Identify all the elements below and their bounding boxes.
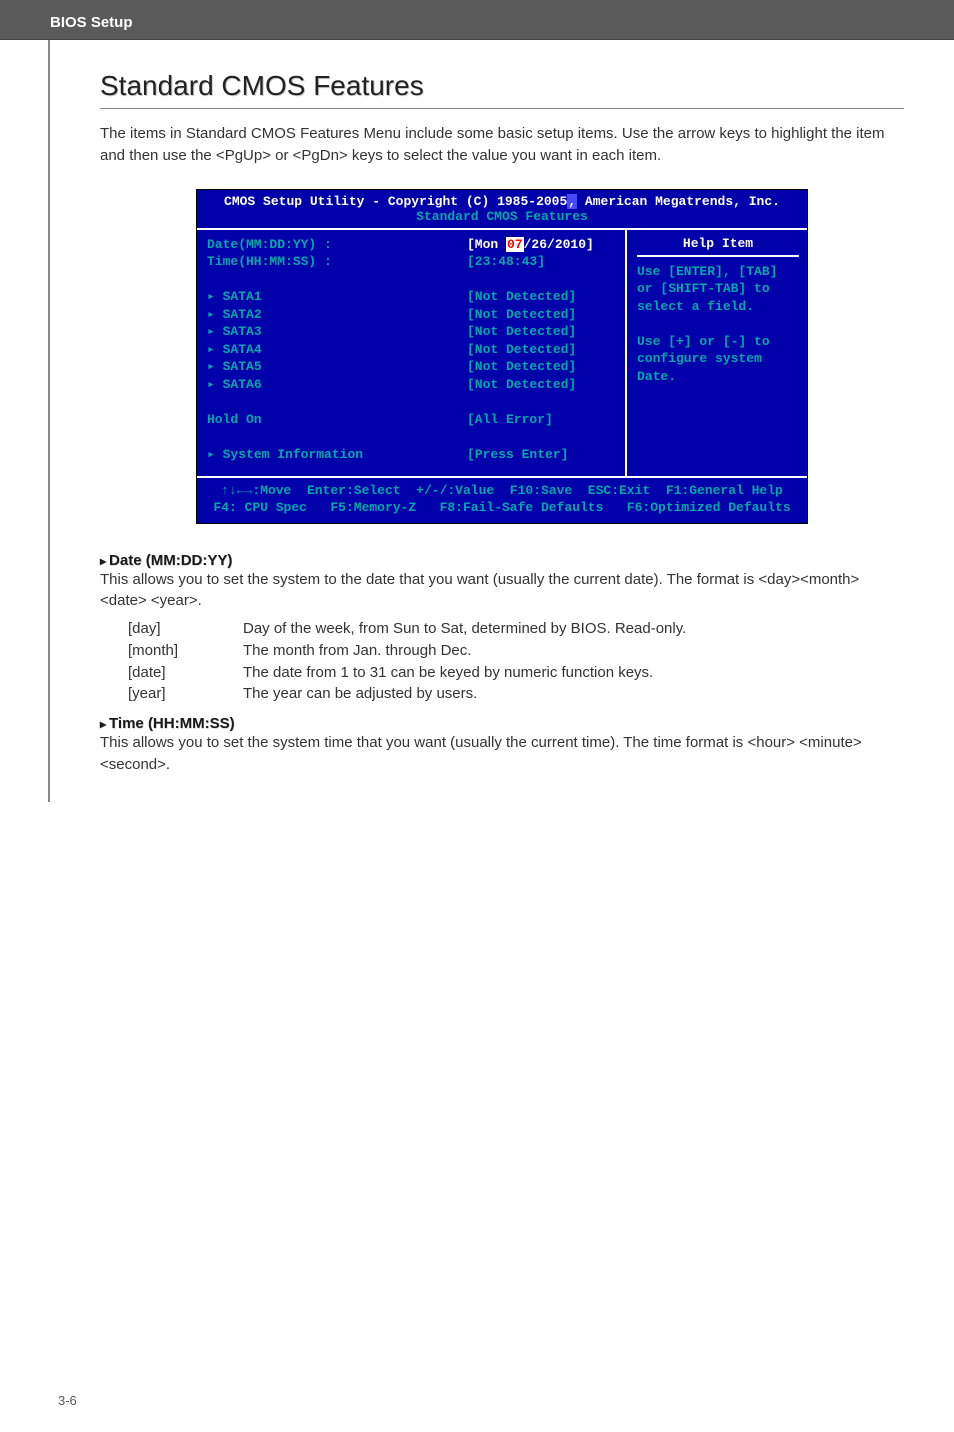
bios-row-label: ▸ SATA5 — [207, 358, 467, 376]
bios-help-line: configure system Date. — [637, 350, 799, 385]
bios-help-line: or [SHIFT-TAB] to — [637, 280, 799, 298]
bios-row-value: [All Error] — [467, 411, 617, 429]
bios-row-value — [467, 271, 617, 289]
field-heading: Date (MM:DD:YY) — [100, 552, 904, 569]
bios-row: ▸ SATA3[Not Detected] — [207, 323, 617, 341]
bios-row — [207, 271, 617, 289]
bios-row-value: [Not Detected] — [467, 358, 617, 376]
bios-row: ▸ SATA6[Not Detected] — [207, 376, 617, 394]
definition-term: [year] — [128, 683, 243, 705]
bios-help-title: Help Item — [637, 236, 799, 257]
bios-row-label: ▸ SATA3 — [207, 323, 467, 341]
bios-row-value: [Not Detected] — [467, 376, 617, 394]
definition-term: [month] — [128, 640, 243, 662]
bios-row — [207, 393, 617, 411]
bios-row-value: [Not Detected] — [467, 323, 617, 341]
bios-row-label: Date(MM:DD:YY) : — [207, 236, 467, 254]
bios-row: Hold On[All Error] — [207, 411, 617, 429]
field-description: This allows you to set the system time t… — [100, 732, 904, 776]
bios-title-post: American Megatrends, Inc. — [577, 194, 780, 209]
fields-container: Date (MM:DD:YY)This allows you to set th… — [100, 552, 904, 776]
bios-row-label: Hold On — [207, 411, 467, 429]
content-area: Standard CMOS Features The items in Stan… — [48, 40, 954, 802]
bios-row-value: [Not Detected] — [467, 306, 617, 324]
bios-row — [207, 429, 617, 447]
bios-screenshot: CMOS Setup Utility - Copyright (C) 1985-… — [196, 189, 808, 524]
bios-row: Time(HH:MM:SS) :[23:48:43] — [207, 253, 617, 271]
definition-value: Day of the week, from Sun to Sat, determ… — [243, 618, 904, 640]
bios-row-label — [207, 271, 467, 289]
bios-row-label: Time(HH:MM:SS) : — [207, 253, 467, 271]
bios-row: ▸ SATA2[Not Detected] — [207, 306, 617, 324]
definition-value: The month from Jan. through Dec. — [243, 640, 904, 662]
bios-row-value: [Press Enter] — [467, 446, 617, 464]
bios-row-label: ▸ System Information — [207, 446, 467, 464]
bios-row-value — [467, 393, 617, 411]
bios-row: ▸ System Information[Press Enter] — [207, 446, 617, 464]
bios-row-value: [Not Detected] — [467, 341, 617, 359]
bios-title-pre: CMOS Setup Utility - Copyright (C) 1985-… — [224, 194, 567, 209]
bios-row-label: ▸ SATA6 — [207, 376, 467, 394]
section-title: Standard CMOS Features — [100, 70, 904, 109]
bios-row-value: [Mon 07/26/2010] — [467, 236, 617, 254]
bios-help-text: Use [ENTER], [TAB]or [SHIFT-TAB] toselec… — [637, 263, 799, 386]
bios-row: ▸ SATA4[Not Detected] — [207, 341, 617, 359]
bios-row-label: ▸ SATA2 — [207, 306, 467, 324]
page-header: BIOS Setup — [0, 0, 954, 40]
definition-table: [day]Day of the week, from Sun to Sat, d… — [128, 618, 904, 705]
bios-row-label — [207, 429, 467, 447]
bios-help-line — [637, 315, 799, 333]
definition-term: [day] — [128, 618, 243, 640]
bios-title: CMOS Setup Utility - Copyright (C) 1985-… — [197, 190, 807, 209]
definition-term: [date] — [128, 662, 243, 684]
field-heading: Time (HH:MM:SS) — [100, 715, 904, 732]
bios-row-value: [Not Detected] — [467, 288, 617, 306]
bios-row: ▸ SATA1[Not Detected] — [207, 288, 617, 306]
definition-row: [date]The date from 1 to 31 can be keyed… — [128, 662, 904, 684]
bios-footer-line2: F4: CPU Spec F5:Memory-Z F8:Fail-Safe De… — [203, 499, 801, 517]
bios-row-value — [467, 429, 617, 447]
bios-help-line: select a field. — [637, 298, 799, 316]
definition-row: [year]The year can be adjusted by users. — [128, 683, 904, 705]
definition-row: [month]The month from Jan. through Dec. — [128, 640, 904, 662]
bios-row-value: [23:48:43] — [467, 253, 617, 271]
bios-row: ▸ SATA5[Not Detected] — [207, 358, 617, 376]
intro-text: The items in Standard CMOS Features Menu… — [100, 123, 904, 167]
field-description: This allows you to set the system to the… — [100, 569, 904, 613]
page-number: 3-6 — [58, 1393, 77, 1408]
bios-subtitle: Standard CMOS Features — [197, 209, 807, 228]
bios-footer-line1: ↑↓←→:Move Enter:Select +/-/:Value F10:Sa… — [203, 482, 801, 500]
bios-title-accent: , — [567, 194, 577, 209]
bios-help-line: Use [ENTER], [TAB] — [637, 263, 799, 281]
bios-row-label: ▸ SATA4 — [207, 341, 467, 359]
bios-row: Date(MM:DD:YY) :[Mon 07/26/2010] — [207, 236, 617, 254]
bios-row-label — [207, 393, 467, 411]
bios-help-panel: Help Item Use [ENTER], [TAB]or [SHIFT-TA… — [627, 230, 807, 476]
definition-value: The year can be adjusted by users. — [243, 683, 904, 705]
definition-row: [day]Day of the week, from Sun to Sat, d… — [128, 618, 904, 640]
bios-left-panel: Date(MM:DD:YY) :[Mon 07/26/2010]Time(HH:… — [197, 230, 627, 476]
header-title: BIOS Setup — [50, 14, 133, 31]
bios-row-label: ▸ SATA1 — [207, 288, 467, 306]
bios-footer: ↑↓←→:Move Enter:Select +/-/:Value F10:Sa… — [197, 478, 807, 523]
bios-body: Date(MM:DD:YY) :[Mon 07/26/2010]Time(HH:… — [197, 228, 807, 478]
bios-help-line: Use [+] or [-] to — [637, 333, 799, 351]
definition-value: The date from 1 to 31 can be keyed by nu… — [243, 662, 904, 684]
